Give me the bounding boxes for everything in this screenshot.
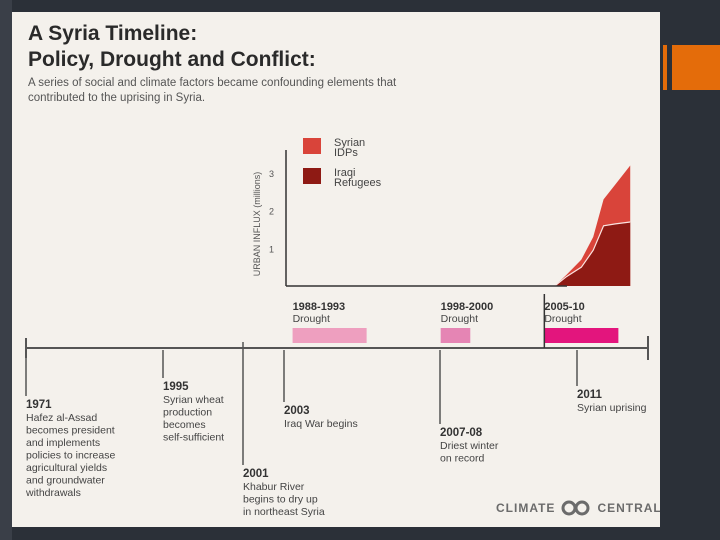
legend-label-line2-0: IDPs — [334, 147, 358, 159]
event-text-1995-1: production — [163, 407, 212, 419]
climate-central-logo: CLIMATE CENTRAL — [496, 500, 660, 516]
drought-label-1998-2000: Drought — [441, 313, 478, 325]
event-year-1995: 1995 — [163, 381, 189, 393]
event-text-1995-0: Syrian wheat — [163, 394, 224, 406]
event-text-2011-0: Syrian uprising — [577, 402, 647, 414]
y-tick-label-1: 1 — [269, 244, 274, 254]
legend-label-line1-0: Syrian — [334, 137, 365, 149]
title-line-1: A Syria Timeline: — [28, 22, 198, 45]
drought-years-1988-1993: 1988-1993 — [293, 301, 346, 313]
drought-label-2005-10: Drought — [544, 313, 581, 325]
event-year-2007-08: 2007-08 — [440, 427, 483, 439]
accent-bar-thin — [663, 45, 667, 90]
event-text-2001-2: in northeast Syria — [243, 506, 325, 518]
event-text-1971-1: becomes president — [26, 425, 115, 437]
drought-bar-1988-1993 — [292, 328, 367, 343]
slide-left-strip — [0, 0, 12, 540]
drought-bar-1998-2000 — [440, 328, 471, 343]
event-text-2003-0: Iraq War begins — [284, 418, 358, 430]
y-tick-label-2: 2 — [269, 207, 274, 217]
event-text-1971-3: policies to increase — [26, 450, 115, 462]
accent-bar-block — [672, 45, 720, 90]
logo-text-right: CENTRAL — [597, 501, 660, 515]
event-year-2011: 2011 — [577, 389, 603, 401]
event-text-2007-08-1: on record — [440, 453, 485, 465]
y-axis-label: URBAN INFLUX (millions) — [252, 172, 262, 277]
event-text-1995-3: self-sufficient — [163, 432, 224, 444]
event-text-1971-6: withdrawals — [25, 487, 81, 499]
drought-label-1988-1993: Drought — [293, 313, 330, 325]
subtitle: A series of social and climate factors b… — [28, 77, 397, 104]
legend-label-line1-1: Iraqi — [334, 167, 355, 179]
event-text-1971-4: agricultural yields — [26, 462, 107, 474]
event-year-2001: 2001 — [243, 468, 269, 480]
legend-swatch-1 — [303, 168, 321, 184]
event-year-1971: 1971 — [26, 399, 52, 411]
logo-text-left: CLIMATE — [496, 501, 556, 515]
event-text-1971-5: and groundwater — [26, 475, 105, 487]
event-text-2007-08-0: Driest winter — [440, 440, 499, 452]
event-text-1971-0: Hafez al-Assad — [26, 412, 97, 424]
drought-years-2005-10: 2005-10 — [544, 301, 584, 313]
event-text-2001-1: begins to dry up — [243, 494, 318, 506]
y-tick-label-3: 3 — [269, 169, 274, 179]
drought-years-1998-2000: 1998-2000 — [441, 301, 494, 313]
title-line-2: Policy, Drought and Conflict: — [28, 48, 316, 71]
legend-label-line2-1: Refugees — [334, 177, 382, 189]
logo-rings-icon — [561, 500, 590, 516]
infographic-panel: A Syria Timeline: Policy, Drought and Co… — [12, 12, 660, 527]
event-year-2003: 2003 — [284, 405, 310, 417]
event-text-2001-0: Khabur River — [243, 481, 305, 493]
drought-bar-2005-10 — [544, 328, 619, 343]
event-text-1971-2: and implements — [26, 437, 100, 449]
area-iraqi-refugees — [554, 222, 631, 286]
event-text-1995-2: becomes — [163, 419, 206, 431]
legend-swatch-0 — [303, 138, 321, 154]
series-boundary-line — [554, 221, 631, 287]
